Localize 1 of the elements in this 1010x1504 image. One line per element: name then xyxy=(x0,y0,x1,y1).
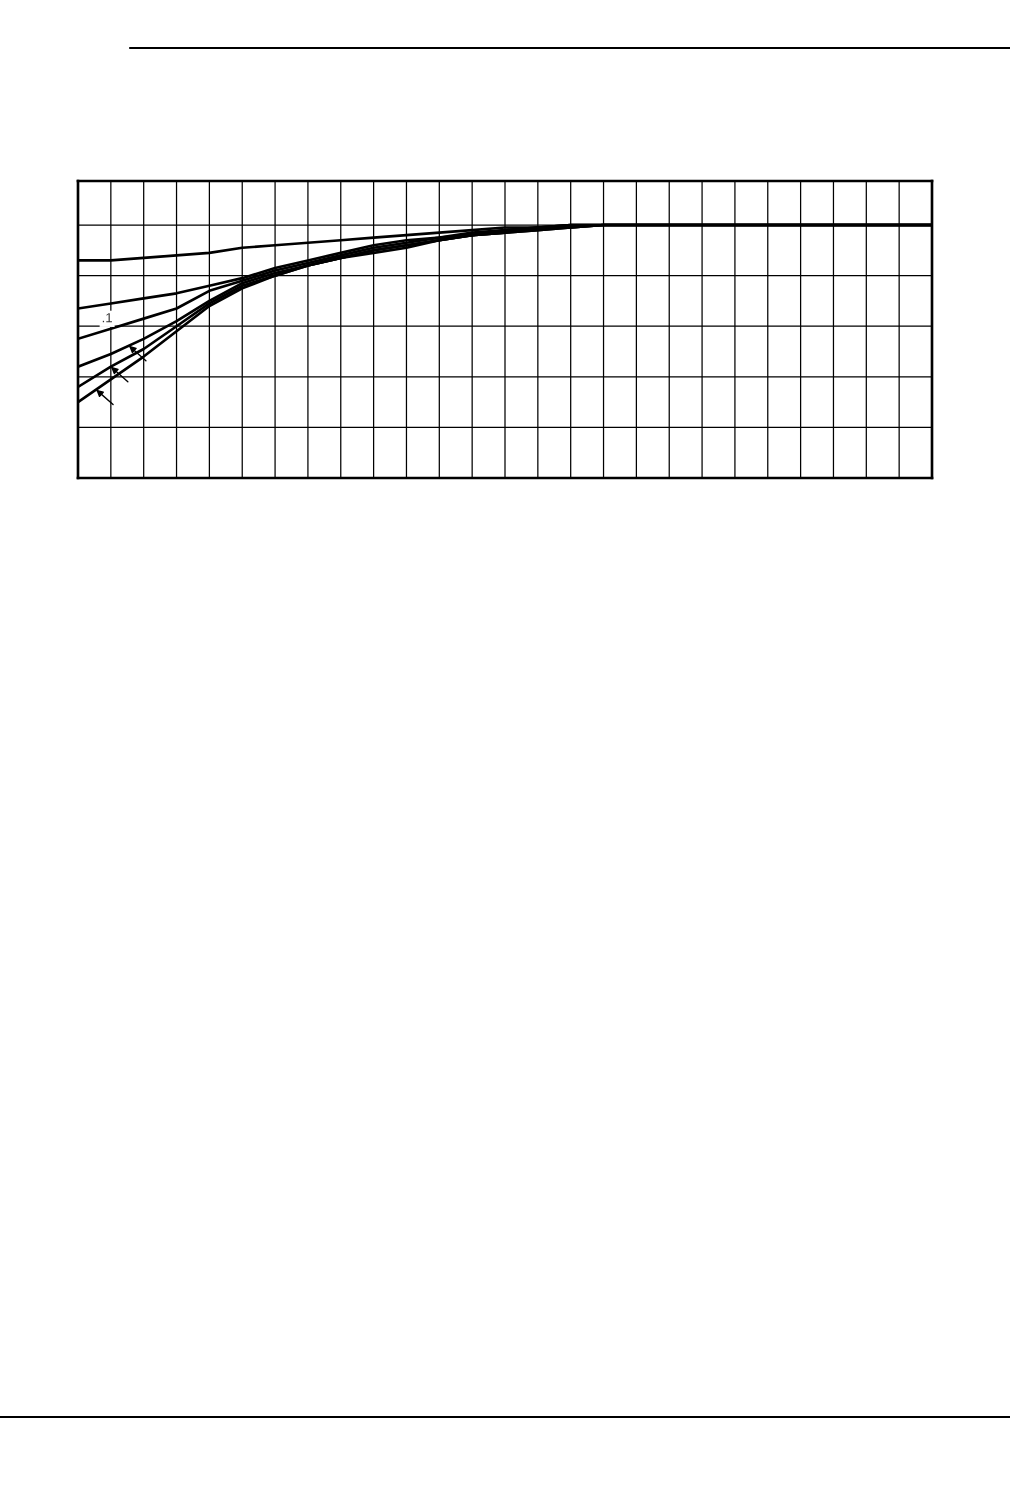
series-label: .1 xyxy=(102,313,112,323)
